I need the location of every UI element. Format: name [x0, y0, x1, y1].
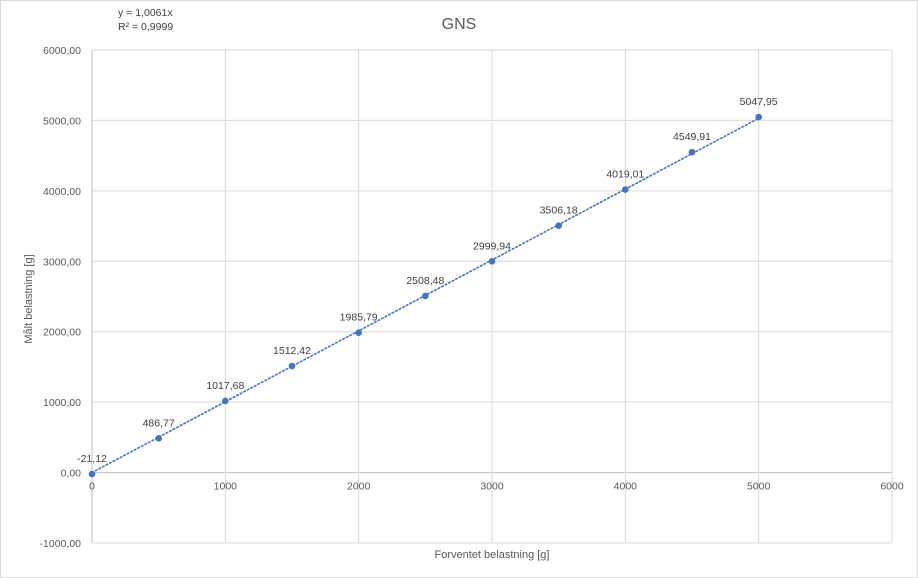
x-tick-label: 2000	[347, 481, 371, 493]
x-tick-label: 4000	[614, 481, 638, 493]
x-tick-label: 1000	[214, 481, 238, 493]
data-point	[88, 470, 96, 478]
data-point	[488, 257, 496, 265]
axes: -1000,00 0,00 1000,00 2000,00 3000,00 4000,00…	[40, 45, 904, 550]
data-point	[288, 362, 296, 370]
y-tick-label: -1000,00	[40, 538, 82, 550]
data-point	[688, 148, 696, 156]
y-tick-label: 4000,00	[43, 186, 81, 198]
data-label: 1512,42	[273, 345, 311, 357]
trendline-r-squared: R² = 0,9999	[118, 21, 173, 33]
data-label: 3506,18	[540, 205, 578, 217]
x-axis-title: Forventet belastning [g]	[435, 549, 550, 561]
y-tick-label: 0,00	[61, 468, 82, 480]
data-point	[555, 222, 562, 229]
data-points	[88, 113, 762, 478]
y-tick-label: 6000,00	[43, 45, 81, 57]
trendline-equation: y = 1,0061x	[118, 7, 173, 19]
data-labels: -21,12 486,77 1017,68 1512,42 1985,79 2508,48…	[77, 96, 778, 465]
data-point	[222, 397, 229, 405]
x-tick-label: 5000	[747, 481, 771, 493]
data-label: 1017,68	[206, 380, 244, 392]
x-tick-label: 6000	[880, 481, 904, 493]
data-label: 5047,95	[740, 96, 778, 108]
data-point	[422, 292, 429, 300]
data-label: 4549,91	[673, 131, 711, 143]
data-label: 1985,79	[340, 312, 378, 324]
data-label: 4019,01	[606, 169, 644, 181]
data-point	[355, 329, 362, 337]
y-axis-title: Målt belastning [g]	[23, 254, 35, 343]
data-label: 2999,94	[473, 240, 511, 252]
data-point	[755, 113, 762, 121]
x-tick-label: 0	[89, 481, 95, 493]
y-tick-label: 2000,00	[43, 327, 81, 339]
data-label: 486,77	[143, 417, 175, 429]
chart-title: GNS	[442, 16, 477, 33]
gridlines	[91, 49, 893, 544]
y-tick-label: 1000,00	[43, 397, 81, 409]
x-tick-label: 3000	[480, 481, 504, 493]
y-tick-label: 3000,00	[43, 256, 81, 268]
data-point	[622, 186, 629, 193]
data-point	[155, 434, 162, 442]
data-label: -21,12	[77, 453, 107, 465]
y-tick-label: 5000,00	[43, 115, 81, 127]
data-label: 2508,48	[406, 275, 444, 287]
